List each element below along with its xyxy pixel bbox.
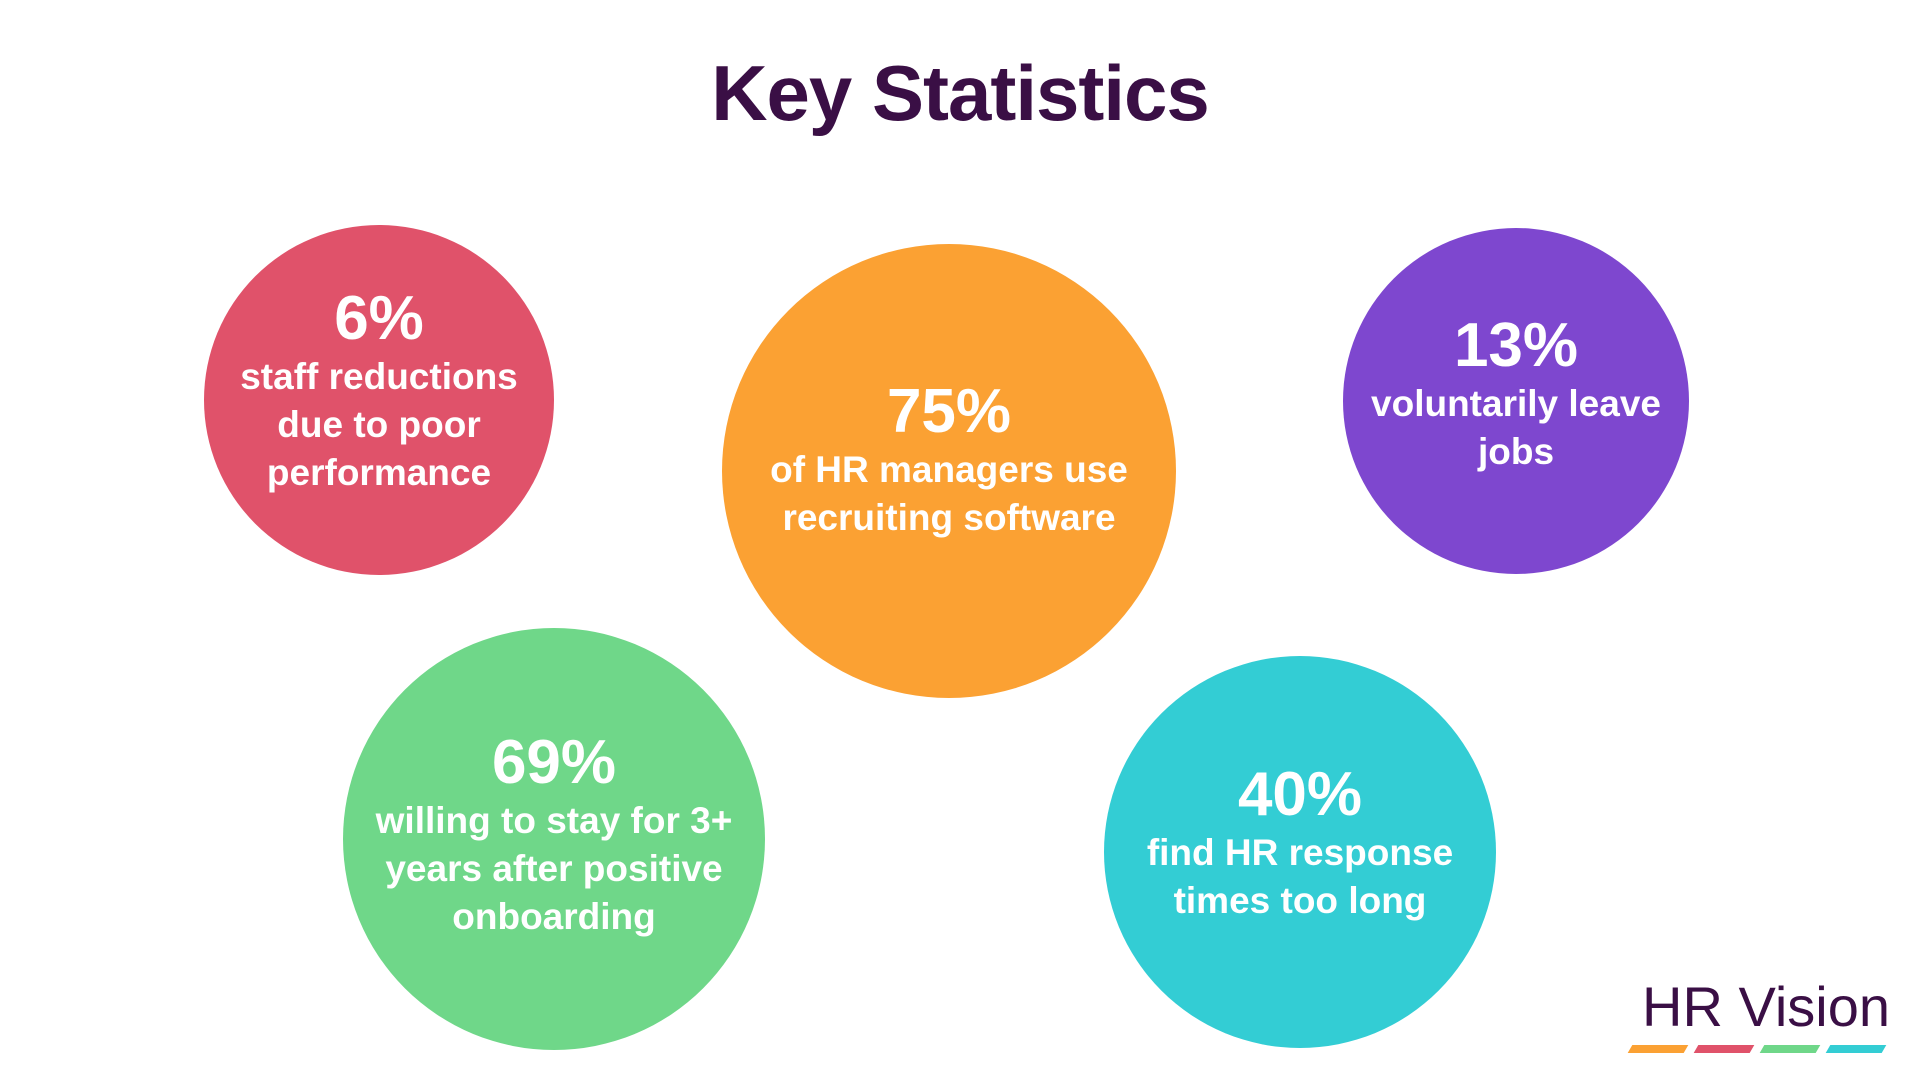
stat-value: 75% [886, 377, 1012, 446]
stat-circle-onboarding: 69% willing to stay for 3+ years after p… [343, 628, 765, 1050]
stat-value: 6% [334, 284, 424, 353]
stat-description: of HR managers use recruiting software [770, 449, 1128, 538]
stat-circle-response-times: 40% find HR response times too long [1104, 656, 1496, 1048]
stat-description: find HR response times too long [1146, 832, 1454, 921]
stat-value: 40% [1237, 760, 1363, 829]
stat-circle-voluntary-leave: 13% voluntarily leave jobs [1343, 228, 1689, 574]
stat-description: voluntarily leave jobs [1371, 383, 1661, 472]
stat-value: 13% [1453, 311, 1579, 380]
hr-vision-logo: HR Vision [1620, 975, 1890, 1065]
logo-bar [1627, 1045, 1689, 1053]
logo-bar [1759, 1045, 1821, 1053]
stat-circle-recruiting-software: 75% of HR managers use recruiting softwa… [722, 244, 1176, 698]
stat-value: 69% [491, 728, 617, 797]
stat-description: willing to stay for 3+ years after posit… [375, 800, 733, 937]
logo-text: HR Vision [1642, 975, 1890, 1038]
stat-description: staff reductions due to poor performance [240, 356, 518, 493]
stat-circle-staff-reductions: 6% staff reductions due to poor performa… [204, 225, 554, 575]
logo-color-bars [1627, 1045, 1887, 1053]
logo-bar [1693, 1045, 1755, 1053]
logo-bar [1825, 1045, 1887, 1053]
page-title: Key Statistics [711, 49, 1210, 137]
